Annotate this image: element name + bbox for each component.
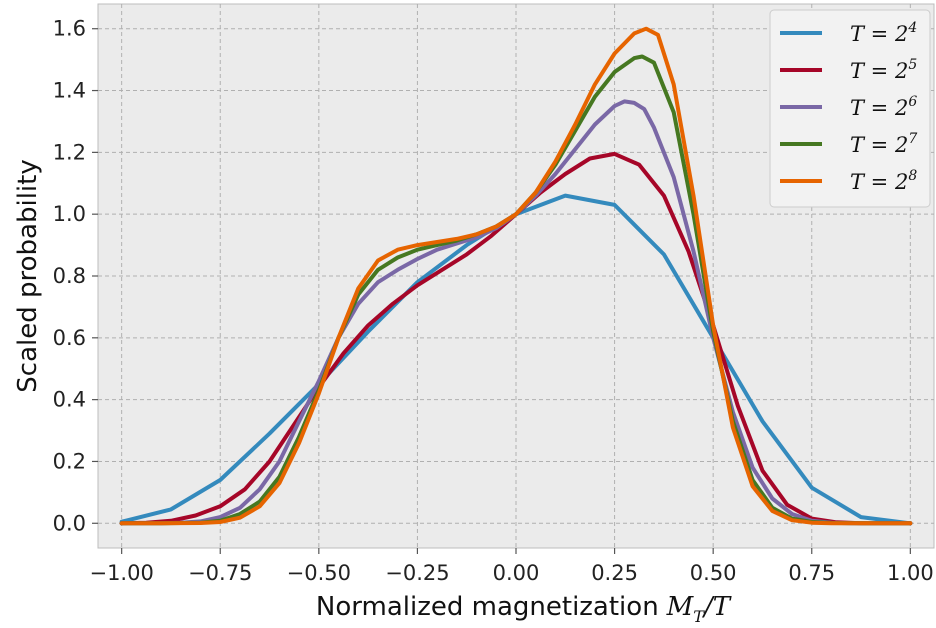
- x-axis-ticks: −1.00 −0.75 −0.50 −0.25 0.00 0.25 0.50 0.75 1.00: [89, 548, 934, 585]
- x-tick-label: −0.75: [188, 561, 252, 585]
- y-tick-label: 1.0: [53, 202, 86, 226]
- x-axis-label-text: Normalized magnetization: [316, 592, 659, 622]
- x-tick-label: 0.75: [788, 561, 835, 585]
- x-tick-label: −0.50: [287, 561, 351, 585]
- legend-frame: [769, 9, 931, 208]
- legend-label: T = 28: [850, 168, 917, 194]
- x-tick-label: 0.50: [690, 561, 737, 585]
- series-layer: [119, 26, 913, 526]
- x-axis-label-math-sub: T: [693, 607, 705, 626]
- y-tick-label: 0.4: [53, 388, 86, 412]
- legend-label: T = 24: [850, 20, 917, 46]
- y-tick-label: 1.2: [53, 140, 86, 164]
- x-tick-label: −0.25: [385, 561, 449, 585]
- x-axis-label-math: M: [666, 592, 695, 622]
- y-tick-label: 0.8: [53, 264, 86, 288]
- x-axis-label: Normalized magnetization MT/T: [316, 592, 732, 626]
- x-tick-label: −1.00: [89, 561, 153, 585]
- y-tick-label: 0.0: [53, 511, 86, 535]
- x-tick-label: 0.25: [591, 561, 638, 585]
- y-axis-label: Scaled probability: [13, 159, 43, 392]
- x-axis-label-math-rest: /T: [701, 592, 732, 622]
- y-tick-label: 0.2: [53, 449, 86, 473]
- y-tick-label: 1.4: [53, 79, 86, 103]
- y-tick-label: 0.6: [53, 326, 86, 350]
- x-tick-label: 0.00: [493, 561, 540, 585]
- y-tick-label: 1.6: [53, 17, 86, 41]
- legend-label: T = 26: [850, 94, 917, 120]
- y-axis-ticks: 0.0 0.2 0.4 0.6 0.8 1.0 1.2 1.4 1.6: [53, 17, 98, 535]
- series-line-6: [119, 99, 913, 526]
- legend-label: T = 27: [850, 131, 917, 157]
- x-tick-label: 1.00: [887, 561, 934, 585]
- series-line-8: [119, 26, 913, 526]
- legend-label: T = 25: [850, 57, 917, 83]
- legend: T = 24 T = 25 T = 26 T = 27 T = 28: [769, 9, 931, 208]
